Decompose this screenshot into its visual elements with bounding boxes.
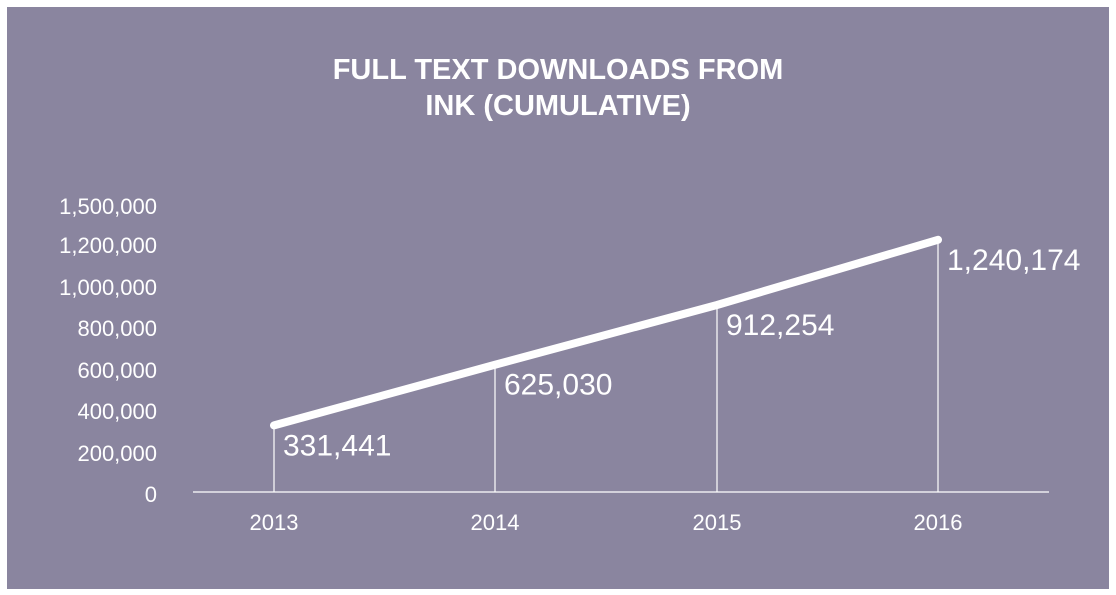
- x-tick-label: 2013: [250, 510, 299, 535]
- series-line: [270, 235, 942, 430]
- y-tick-label: 1,500,000: [59, 194, 157, 219]
- x-tick-label: 2015: [693, 510, 742, 535]
- drop-lines: [273, 239, 939, 492]
- y-tick-label: 600,000: [77, 358, 157, 383]
- y-tick-label: 0: [145, 482, 157, 507]
- data-label: 1,240,174: [947, 244, 1080, 277]
- chart-title-line-1: FULL TEXT DOWNLOADS FROM: [332, 54, 784, 86]
- data-labels: 331,441 625,030 912,254 1,240,174: [283, 244, 1080, 463]
- y-tick-label: 200,000: [77, 441, 157, 466]
- x-axis-ticks: 2013 2014 2015 2016: [250, 510, 963, 535]
- data-label: 625,030: [504, 369, 612, 402]
- data-label: 331,441: [283, 429, 391, 462]
- chart-title: FULL TEXT DOWNLOADS FROM INK (CUMULATIVE…: [0, 52, 1116, 124]
- y-tick-label: 1,200,000: [59, 233, 157, 258]
- y-tick-label: 1,000,000: [59, 275, 157, 300]
- y-tick-label: 400,000: [77, 399, 157, 424]
- x-tick-label: 2016: [914, 510, 963, 535]
- x-tick-label: 2014: [471, 510, 520, 535]
- y-axis-ticks: 0 200,000 400,000 600,000 800,000 1,000,000 1,…: [59, 194, 157, 507]
- chart-title-line-2: INK (CUMULATIVE): [425, 90, 691, 122]
- y-tick-label: 800,000: [77, 316, 157, 341]
- data-label: 912,254: [726, 309, 834, 342]
